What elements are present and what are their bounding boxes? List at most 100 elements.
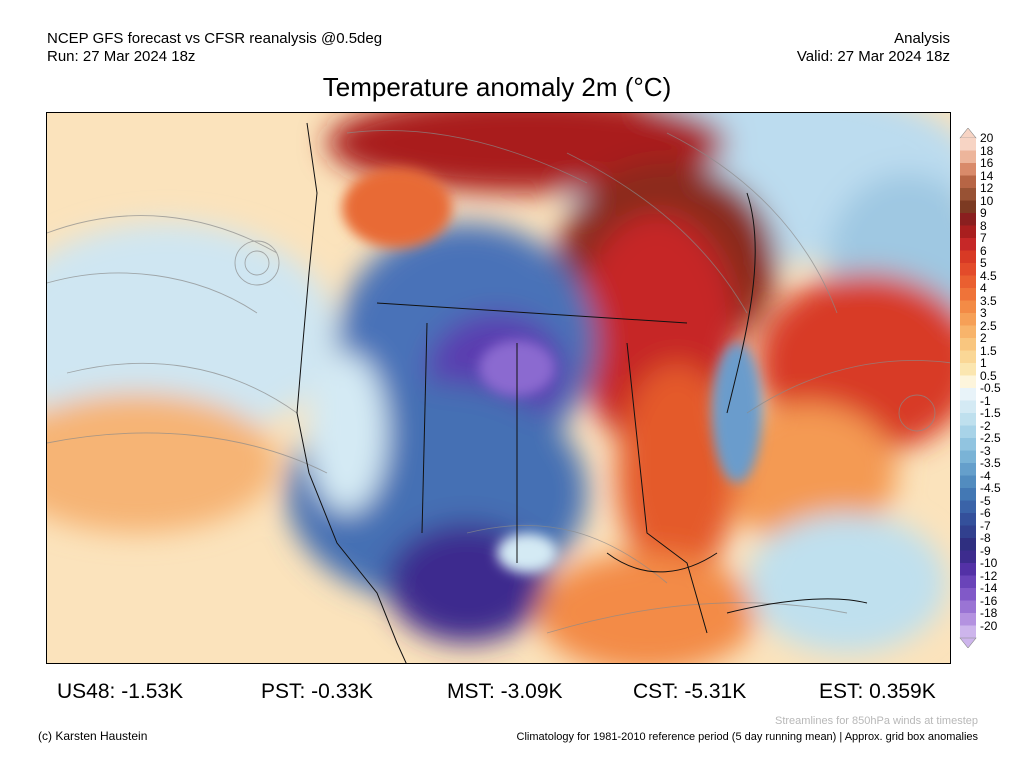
colorbar-tick-label: -1.5 — [980, 406, 1001, 420]
colorbar-tick-label: 4 — [980, 281, 987, 295]
colorbar-tick-label: 4.5 — [980, 268, 997, 283]
colorbar-swatch — [960, 250, 976, 264]
colorbar-tick-label: -16 — [980, 593, 998, 608]
credit: (c) Karsten Haustein — [38, 729, 148, 743]
colorbar-swatch — [960, 263, 976, 276]
colorbar-tick-label: 7 — [980, 231, 987, 245]
colorbar-tick-label: -0.5 — [980, 381, 1001, 395]
colorbar-tick-label: -8 — [980, 531, 991, 545]
colorbar-swatch — [960, 513, 976, 526]
colorbar-tick-label: -7 — [980, 518, 991, 533]
temperature-anomaly-map — [46, 112, 951, 664]
coastlines-borders — [296, 122, 868, 663]
map-canvas — [47, 113, 950, 663]
colorbar-swatch — [960, 575, 976, 589]
colorbar-swatch — [960, 438, 976, 451]
colorbar-swatch — [960, 225, 976, 239]
colorbar-swatch — [960, 188, 976, 201]
colorbar-swatch — [960, 150, 976, 164]
colorbar-tick-label: -4.5 — [980, 481, 1001, 495]
colorbar-tick-label: -12 — [980, 568, 998, 583]
colorbar-tick-label: 1.5 — [980, 343, 997, 358]
colorbar-tick-label: 6 — [980, 243, 987, 258]
colorbar-tick-label: 18 — [980, 143, 994, 158]
colorbar-tick-label: -18 — [980, 606, 998, 620]
colorbar-tick-label: -3 — [980, 443, 991, 458]
colorbar-swatch — [960, 325, 976, 339]
run-time: Run: 27 Mar 2024 18z — [47, 48, 196, 65]
colorbar-tick-label: 3 — [980, 306, 987, 320]
colorbar-swatch — [960, 338, 976, 351]
analysis-label: Analysis — [894, 30, 950, 47]
colorbar-swatch — [960, 300, 976, 314]
colorbar-tick-label: 16 — [980, 156, 994, 170]
colorbar-swatch — [960, 388, 976, 401]
colorbar-swatch — [960, 138, 976, 151]
map-title: Temperature anomaly 2m (°C) — [322, 72, 672, 102]
colorbar-swatch — [960, 563, 976, 576]
colorbar-tick-label: -6 — [980, 506, 991, 520]
colorbar-tick-label: 1 — [980, 356, 987, 370]
colorbar-tick-label: -3.5 — [980, 456, 1001, 470]
colorbar-swatch — [960, 600, 976, 614]
colorbar-tick-label: 2 — [980, 331, 987, 345]
colorbar-swatch — [960, 288, 976, 301]
stat-pst: PST: -0.33K — [261, 680, 374, 703]
colorbar-tick-label: 3.5 — [980, 293, 997, 308]
climatology-note: Climatology for 1981-2010 reference peri… — [516, 731, 978, 743]
streamlines — [47, 130, 950, 634]
colorbar-extend-max — [959, 128, 977, 139]
header-left: NCEP GFS forecast vs CFSR reanalysis @0.… — [47, 30, 382, 66]
colorbar-tick-label: -2 — [980, 418, 991, 433]
colorbar-tick-label: 12 — [980, 181, 994, 195]
stat-cst: CST: -5.31K — [633, 680, 747, 703]
colorbar-swatch — [960, 163, 976, 176]
colorbar-tick-label: 20 — [980, 131, 994, 145]
colorbar-tick-label: 10 — [980, 193, 994, 208]
colorbar-tick-label: 9 — [980, 206, 987, 220]
colorbar-tick-label: -5 — [980, 493, 991, 508]
valid-time: Valid: 27 Mar 2024 18z — [796, 48, 950, 65]
colorbar-swatch — [960, 613, 976, 626]
colorbar-swatch — [960, 213, 976, 226]
colorbar — [959, 128, 977, 648]
colorbar-swatch — [960, 425, 976, 439]
colorbar-swatch — [960, 463, 976, 476]
colorbar-tick-label: -1 — [980, 393, 991, 408]
colorbar-tick-label: -4 — [980, 468, 991, 483]
colorbar-swatch — [960, 550, 976, 564]
stat-us48: US48: -1.53K — [57, 680, 184, 703]
colorbar-swatch — [960, 475, 976, 489]
colorbar-swatch — [960, 450, 976, 464]
colorbar-tick-label: 0.5 — [980, 368, 997, 383]
colorbar-swatch — [960, 413, 976, 426]
colorbar-swatch — [960, 200, 976, 214]
stat-mst: MST: -3.09K — [447, 680, 563, 703]
colorbar-extend-min — [959, 637, 977, 648]
colorbar-tick-label: 8 — [980, 218, 987, 233]
colorbar-swatch — [960, 275, 976, 289]
colorbar-tick-label: 5 — [980, 256, 987, 270]
colorbar-swatch — [960, 238, 976, 251]
colorbar-tick-label: 14 — [980, 168, 994, 183]
colorbar-tick-label: -20 — [980, 618, 998, 633]
colorbar-tick-label: -10 — [980, 556, 998, 570]
colorbar-swatch — [960, 375, 976, 389]
header-right: Analysis Valid: 27 Mar 2024 18z — [797, 30, 950, 66]
colorbar-swatch — [960, 500, 976, 514]
stat-est: EST: 0.359K — [819, 680, 936, 703]
model-description: NCEP GFS forecast vs CFSR reanalysis @0.… — [47, 30, 383, 47]
colorbar-tick-label: 2.5 — [980, 318, 997, 333]
streamlines-note: Streamlines for 850hPa winds at timestep — [775, 715, 978, 727]
colorbar-swatch — [960, 350, 976, 364]
colorbar-swatch — [960, 400, 976, 414]
colorbar-swatch — [960, 538, 976, 551]
colorbar-tick-label: -14 — [980, 581, 998, 595]
colorbar-swatch — [960, 175, 976, 189]
colorbar-swatch — [960, 588, 976, 601]
colorbar-swatch — [960, 525, 976, 539]
colorbar-swatch — [960, 488, 976, 501]
colorbar-tick-label: -9 — [980, 543, 991, 558]
colorbar-swatch — [960, 625, 976, 639]
colorbar-swatch — [960, 363, 976, 376]
